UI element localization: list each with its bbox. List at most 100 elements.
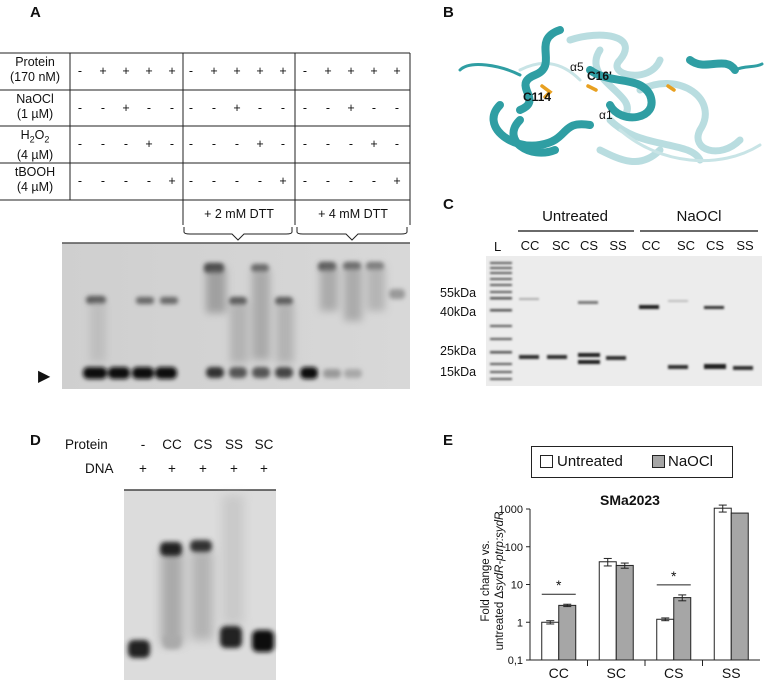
mark-r3-c8: - [257,174,263,188]
chart-xtick-label-0: CC [549,665,569,681]
chart-ytick-label-0: 0,1 [508,655,523,667]
mark-r2-c10: - [302,137,308,151]
panel-a-table-grid [0,52,411,241]
row-label-tbooh-line1: tBOOH [14,165,56,179]
mark-r0-c0: - [77,64,83,78]
mark-r2-c4: - [169,137,175,151]
panel-c-ladder-label: L [494,239,502,254]
mark-r1-c2: + [122,101,130,115]
mark-r1-c7: + [233,101,241,115]
gel-c [486,256,762,386]
panel-c-lane-1: SC [551,238,571,253]
ylabel-italic: sydR-ptrp:sydR [494,511,506,591]
bar-untreated-sc [598,561,617,661]
bar-naocl-cc [558,604,577,661]
h2o2-h: H [20,128,30,142]
h2o2-o: O [34,128,45,142]
gel-a-background [62,243,410,389]
mark-r0-c7: + [233,64,241,78]
panel-label-d: D [30,432,41,449]
panel-c-lane-7: SS [736,238,754,253]
chart-ytick-label-2: 10 [511,580,523,592]
mark-r3-c10: - [302,174,308,188]
panel-c-lane-2: CS [579,238,599,253]
mark-r1-c14: - [394,101,400,115]
mark-r0-c2: + [122,64,130,78]
marker-55kda: 55kDa [440,286,477,300]
mark-r1-c3: - [146,101,152,115]
mark-r3-c7: - [234,174,240,188]
legend-label-naocl: NaOCl [668,453,714,470]
mark-r1-c0: - [77,101,83,115]
chart-title: SMa2023 [600,492,660,508]
panel-d-lane-3: SS [224,437,243,452]
marker-15kda: 15kDa [440,365,477,379]
panel-c-lane-4: CC [641,238,661,253]
panel-d-lane-4: SC [254,437,274,452]
panel-d-dna-mark-0: + [139,461,147,476]
mark-r3-c12: - [348,174,354,188]
row-label-protein-line2: (170 nM) [9,70,61,84]
mark-r3-c1: - [100,174,106,188]
panel-label-c: C [443,196,454,213]
row-label-tbooh-line2: (4 µM) [16,180,54,194]
mark-r1-c1: - [100,101,106,115]
mark-r0-c6: + [210,64,218,78]
mark-r3-c3: - [146,174,152,188]
mark-r3-c11: - [325,174,331,188]
gel-a-arrow-icon: ▶ [38,368,51,385]
row-label-naocl: NaOCl (1 µM) [0,92,70,122]
label-alpha5: α5 [570,60,584,74]
row-label-protein: Protein (170 nM) [0,55,70,85]
bar-naocl-cs [673,597,692,661]
bar-untreated-cc [541,621,560,661]
mark-r0-c5: - [188,64,194,78]
chart-xtick-label-3: SS [722,665,741,681]
chart-ylabel-line1: Fold change vs. [480,540,492,622]
mark-r0-c1: + [99,64,107,78]
label-c114: C114 [523,90,552,104]
mark-r0-c12: + [347,64,355,78]
legend-swatch-untreated [540,455,553,468]
mark-r2-c3: + [145,137,153,151]
mark-r2-c9: - [280,137,286,151]
panel-d-dna-mark-3: + [230,461,238,476]
chart-ytick-label-1: 1 [517,617,523,629]
mark-r1-c8: - [257,101,263,115]
panel-label-e: E [443,432,454,449]
mark-r3-c4: + [168,174,176,188]
mark-r0-c11: + [324,64,332,78]
panel-d-dna-mark-1: + [168,461,176,476]
mark-r2-c5: - [188,137,194,151]
chart-ylabel-line2: untreated ΔsydR-ptrp:sydR [493,466,507,696]
panel-c-group-underlines [518,230,758,232]
panel-c-lane-0: CC [520,238,540,253]
panel-d-lane-2: CS [193,437,213,452]
chart-xtick-label-1: SC [607,665,626,681]
legend-label-untreated: Untreated [557,453,623,470]
mark-r2-c2: - [123,137,129,151]
panel-label-b: B [443,4,454,21]
mark-r0-c3: + [145,64,153,78]
h2o2-sub2: 2 [44,134,50,145]
mark-r2-c11: - [325,137,331,151]
label-c16: C16' [587,69,612,83]
mark-r0-c9: + [279,64,287,78]
label-alpha1: α1 [599,108,613,122]
dtt-label-4mm: + 4 mM DTT [318,207,388,221]
mark-r2-c0: - [77,137,83,151]
marker-40kda: 40kDa [440,305,477,319]
panel-d-lane-1: CC [162,437,182,452]
panel-label-a: A [30,4,41,21]
mark-r3-c5: - [188,174,194,188]
mark-r2-c6: - [211,137,217,151]
mark-r2-c1: - [100,137,106,151]
panel-d-dna-mark-2: + [199,461,207,476]
panel-b-structure [458,26,764,166]
ylabel-prefix: untreated Δ [494,590,506,651]
panel-d-protein-label: Protein [65,437,108,452]
gel-c-background [486,256,762,386]
bar-naocl-ss [730,512,749,661]
panel-d-dna-label: DNA [85,461,114,476]
